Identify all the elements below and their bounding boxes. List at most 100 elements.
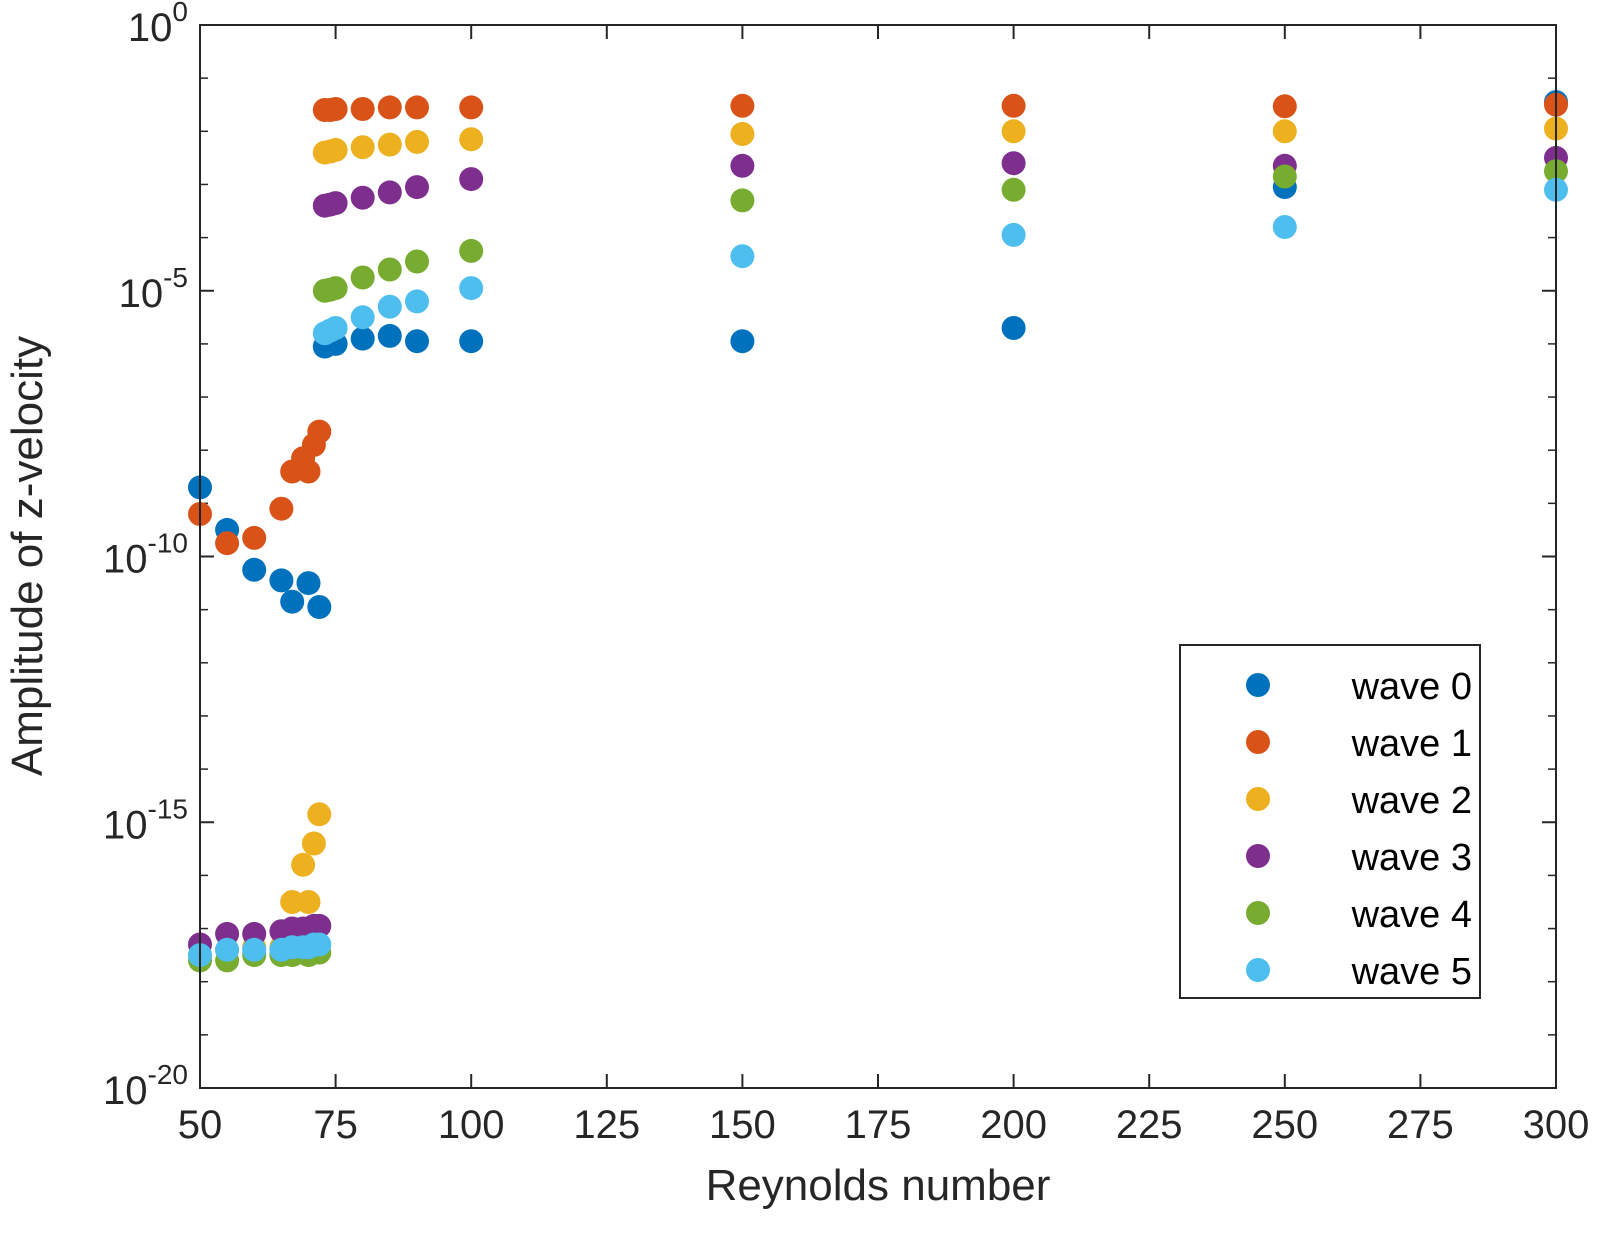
y-tick-base: 10 (103, 538, 148, 582)
data-point (730, 93, 755, 118)
data-point (377, 323, 402, 348)
data-point (1272, 94, 1297, 119)
y-tick-label: 10-5 (119, 262, 188, 316)
data-point (405, 329, 429, 354)
data-point (1001, 177, 1026, 202)
data-point (296, 459, 321, 484)
y-tick-label: 100 (128, 0, 188, 50)
legend-marker (1246, 673, 1270, 697)
legend-label: wave 1 (1351, 723, 1472, 765)
y-tick-exponent: 0 (172, 0, 188, 27)
legend-marker (1246, 958, 1270, 982)
x-tick-label: 275 (1387, 1103, 1454, 1147)
data-point (215, 531, 240, 556)
data-point (269, 568, 294, 593)
data-point (350, 185, 375, 210)
data-point (350, 326, 375, 351)
x-tick-label: 50 (178, 1103, 223, 1147)
y-tick-exponent: -5 (163, 262, 188, 293)
data-point (730, 329, 755, 354)
y-tick-base: 10 (128, 6, 173, 50)
x-tick-label: 250 (1251, 1103, 1318, 1147)
data-point (1272, 215, 1297, 239)
x-tick-label: 300 (1523, 1103, 1590, 1147)
data-point (215, 937, 240, 962)
data-point (730, 244, 755, 269)
data-point (242, 937, 267, 962)
data-point (296, 571, 321, 596)
y-tick-exponent: -10 (148, 528, 188, 559)
data-point (307, 802, 332, 827)
data-point (350, 265, 375, 290)
legend-marker (1246, 901, 1270, 925)
data-point (242, 557, 267, 582)
data-point (1001, 93, 1026, 118)
y-axis-label: Amplitude of z-velocity (3, 336, 52, 776)
data-point (1001, 151, 1026, 176)
legend: wave 0 wave 1 wave 2 wave 3 wave 4 wave 5 (1179, 644, 1481, 999)
series-wave-1 (188, 92, 1568, 556)
x-tick-label: 150 (709, 1103, 776, 1147)
legend-label: wave 2 (1351, 780, 1472, 822)
x-tick-label: 125 (573, 1103, 640, 1147)
data-point (307, 419, 332, 444)
data-point (377, 180, 402, 205)
data-points (188, 90, 1568, 973)
legend-marker (1246, 787, 1270, 811)
legend-label: wave 3 (1351, 837, 1472, 879)
legend-marker (1246, 844, 1270, 868)
y-tick-exponent: -15 (148, 793, 188, 824)
data-point (377, 132, 402, 157)
data-point (459, 167, 484, 192)
legend-marker (1246, 730, 1270, 754)
x-tick-label: 225 (1116, 1103, 1183, 1147)
x-tick-label: 75 (313, 1103, 358, 1147)
data-point (405, 289, 429, 314)
y-tick-base: 10 (103, 803, 148, 847)
data-point (405, 249, 429, 274)
x-tick-label: 175 (845, 1103, 912, 1147)
data-point (377, 95, 402, 120)
data-point (323, 137, 348, 162)
data-point (1272, 119, 1297, 144)
data-point (1001, 316, 1026, 340)
data-point (730, 122, 755, 146)
data-point (307, 595, 332, 619)
data-point (307, 913, 332, 938)
data-point (405, 175, 429, 200)
data-point (280, 589, 305, 614)
data-point (1001, 119, 1026, 144)
data-point (350, 97, 375, 121)
data-point (377, 294, 402, 319)
data-point (459, 127, 484, 152)
data-point (1272, 164, 1297, 189)
data-point (323, 316, 348, 340)
data-point (269, 496, 294, 521)
plot-frame (199, 24, 1557, 1089)
data-point (459, 95, 484, 120)
x-tick-label: 100 (438, 1103, 505, 1147)
data-point (323, 97, 348, 121)
data-point (350, 305, 375, 330)
y-tick-base: 10 (119, 272, 164, 316)
data-point (323, 191, 348, 216)
data-point (405, 129, 429, 154)
minor-ticks (200, 77, 1556, 1036)
data-point (301, 831, 326, 856)
data-point (1001, 222, 1026, 247)
data-point (405, 95, 429, 120)
legend-label: wave 4 (1351, 894, 1472, 936)
data-point (377, 257, 402, 282)
data-point (730, 188, 755, 213)
data-point (459, 238, 484, 263)
data-point (459, 329, 484, 354)
legend-label: wave 5 (1351, 951, 1472, 993)
data-point (307, 932, 332, 957)
y-tick-label: 10-15 (103, 793, 188, 847)
y-tick-exponent: -20 (148, 1059, 188, 1090)
data-point (296, 890, 321, 914)
y-tick-base: 10 (103, 1069, 148, 1113)
data-point (730, 153, 755, 178)
data-point (459, 276, 484, 301)
